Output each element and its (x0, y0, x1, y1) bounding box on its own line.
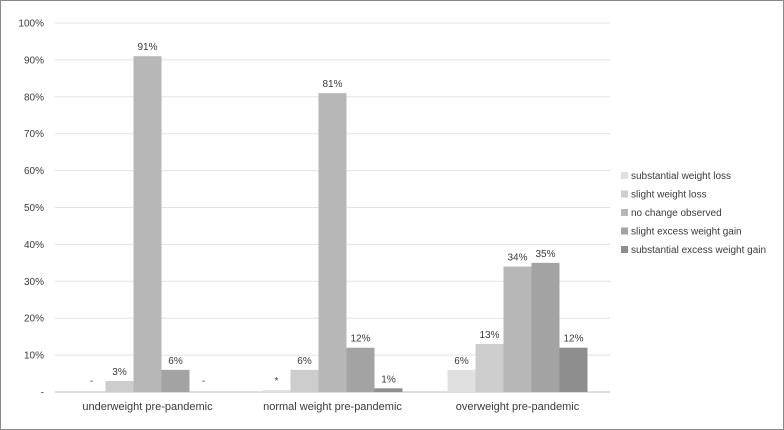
y-tick-label: 60% (24, 166, 44, 177)
data-label: 3% (112, 367, 127, 378)
data-label: * (275, 376, 279, 387)
data-label: - (90, 376, 93, 387)
x-category-label: normal weight pre-pandemic (263, 401, 402, 413)
legend-swatch (621, 209, 628, 216)
legend-label: slight excess weight gain (631, 227, 742, 238)
legend-label: substantial excess weight gain (631, 245, 766, 256)
bars (105, 56, 588, 393)
data-label: 81% (322, 79, 342, 90)
bar (105, 380, 134, 392)
y-tick-label: - (41, 388, 44, 399)
data-label: - (202, 376, 205, 387)
bar (374, 388, 403, 392)
data-label: 12% (350, 334, 370, 345)
x-axis-labels: underweight pre-pandemic normal weight pr… (82, 401, 579, 413)
data-label: 6% (454, 356, 469, 367)
bar (475, 344, 504, 392)
bar (262, 390, 291, 392)
legend-swatch (621, 227, 628, 235)
x-category-label: underweight pre-pandemic (82, 401, 213, 413)
y-tick-label: 80% (24, 92, 44, 103)
data-label: 91% (137, 42, 157, 53)
y-axis-labels: - 10% 20% 30% 40% 50% 60% 70% 80% 90% 100% (18, 19, 44, 399)
data-label: 1% (381, 374, 396, 385)
y-tick-label: 50% (24, 203, 44, 214)
bar (161, 369, 190, 392)
bar (559, 347, 588, 392)
y-tick-label: 90% (24, 55, 44, 66)
y-tick-label: 20% (24, 314, 44, 325)
legend: substantial weight loss slight weight los… (621, 171, 766, 256)
bar (447, 369, 476, 392)
data-label: 34% (507, 253, 527, 264)
legend-swatch (621, 246, 628, 253)
y-tick-label: 70% (24, 129, 44, 140)
bar (133, 56, 162, 393)
bar (503, 266, 532, 392)
data-label: 6% (297, 356, 312, 367)
bar (531, 262, 560, 392)
data-label: 6% (168, 356, 183, 367)
y-tick-label: 10% (24, 351, 44, 362)
legend-swatch (621, 190, 628, 198)
data-label: 13% (479, 330, 499, 341)
bar (290, 369, 319, 392)
y-tick-label: 40% (24, 240, 44, 251)
legend-label: no change observed (631, 208, 722, 219)
y-tick-label: 30% (24, 277, 44, 288)
data-label: 12% (563, 334, 583, 345)
legend-label: substantial weight loss (631, 171, 731, 182)
data-label: 35% (535, 249, 555, 260)
x-category-label: overweight pre-pandemic (456, 401, 580, 413)
legend-swatch (621, 172, 628, 179)
data-labels: - 3% 91% 6% - * 6% 81% 12% 1% 6% 13% 34% 35% 12% (90, 42, 584, 387)
bar (318, 93, 347, 393)
bar (346, 347, 375, 392)
y-tick-label: 100% (18, 19, 44, 30)
legend-label: slight weight loss (631, 190, 707, 201)
